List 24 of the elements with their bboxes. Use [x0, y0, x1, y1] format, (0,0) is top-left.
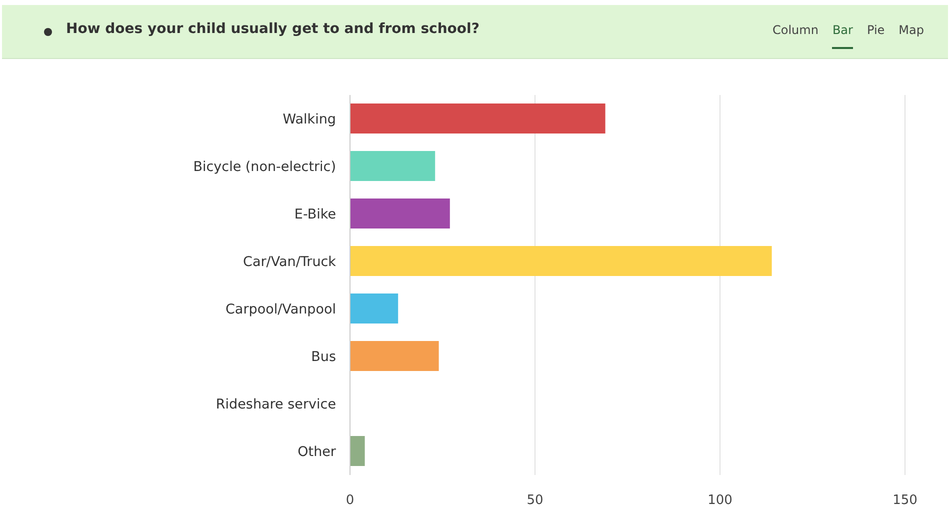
bar	[350, 341, 439, 372]
text: Pie	[866, 23, 885, 39]
y-tick-label: Carpool/Vanpool	[226, 302, 336, 318]
bar	[350, 151, 436, 182]
text: Bar	[832, 23, 853, 49]
y-tick-label: Walking	[282, 112, 336, 128]
text: Column	[772, 23, 818, 39]
bar	[350, 246, 772, 276]
y-tick-label: Car/Van/Truck	[243, 254, 336, 270]
x-tick-label: 100	[708, 493, 732, 508]
bar	[350, 198, 450, 229]
x-tick-label: 0	[346, 493, 354, 508]
bar	[350, 104, 606, 134]
bar	[350, 294, 398, 324]
bar	[350, 436, 365, 466]
y-tick-label: Rideshare service	[216, 396, 336, 413]
y-tick-label: Bus	[311, 349, 336, 366]
y-tick-label: E-Bike	[294, 206, 336, 223]
text: Map	[898, 23, 924, 39]
y-tick-label: Bicycle (non-electric)	[193, 159, 336, 176]
x-tick-label: 150	[892, 493, 918, 508]
x-tick-label: 50	[526, 493, 544, 508]
chart-title: How does your child usually get to and from school?	[66, 21, 480, 37]
y-tick-label: Other	[298, 444, 336, 460]
